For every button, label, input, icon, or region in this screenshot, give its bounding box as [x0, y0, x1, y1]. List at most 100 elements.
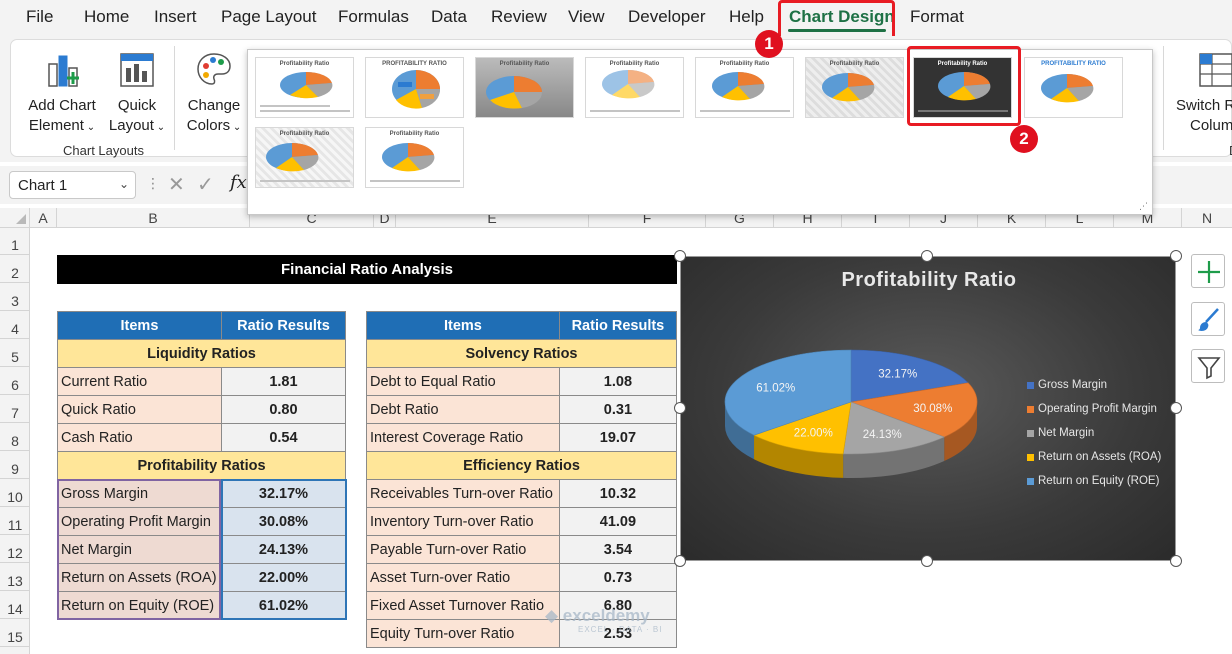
pie-slice-side[interactable] — [754, 435, 844, 478]
chart-style-thumbnail-2[interactable]: PROFITABILITY RATIO — [365, 57, 464, 118]
table-cell-item[interactable]: Asset Turn-over Ratio — [366, 563, 560, 592]
table-cell-item[interactable]: Debt Ratio — [366, 395, 560, 424]
tab-formulas[interactable]: Formulas — [338, 7, 409, 26]
table-cell-value[interactable]: 10.32 — [558, 479, 678, 508]
resize-handle[interactable] — [921, 250, 933, 262]
column-header[interactable]: I — [842, 208, 910, 228]
chart-style-thumbnail-1[interactable]: Profitability Ratio — [255, 57, 354, 118]
table-cell-value[interactable]: 41.09 — [558, 507, 678, 536]
section-profitability-ratios[interactable]: Profitability Ratios — [57, 451, 346, 480]
enter-icon[interactable]: ✓ — [197, 174, 214, 196]
tab-chart-design[interactable]: Chart Design — [789, 7, 895, 26]
pie-slice-side[interactable] — [944, 402, 977, 461]
insert-function-icon[interactable]: fx — [230, 172, 247, 193]
quick-layout-button[interactable]: Quick Layout ⌄ — [105, 48, 169, 138]
chart-style-thumbnail-6[interactable]: Profitability Ratio — [805, 57, 904, 118]
chart-style-thumbnail-9[interactable]: Profitability Ratio — [255, 127, 354, 188]
chart-title[interactable]: Profitability Ratio — [841, 269, 1017, 291]
switch-row-column-button[interactable]: Switch R Colum — [1171, 48, 1232, 138]
resize-handle[interactable] — [674, 402, 686, 414]
chart-elements-button[interactable] — [1191, 254, 1225, 288]
tab-insert[interactable]: Insert — [154, 7, 197, 26]
tab-review[interactable]: Review — [491, 7, 547, 26]
chart-style-thumbnail-3[interactable]: Profitability Ratio — [475, 57, 574, 118]
column-header[interactable]: G — [706, 208, 774, 228]
data-label[interactable]: 32.17% — [878, 369, 917, 381]
resize-handle[interactable] — [674, 555, 686, 567]
table-cell-value[interactable]: 1.81 — [220, 367, 347, 396]
row-header[interactable]: 10 — [0, 479, 30, 507]
pie-slice[interactable] — [724, 349, 852, 436]
legend-entry[interactable]: Net Margin — [1027, 421, 1177, 445]
section-liquidity-ratios[interactable]: Liquidity Ratios — [57, 339, 346, 368]
column-header[interactable]: K — [978, 208, 1046, 228]
chart-legend[interactable]: Gross Margin Operating Profit Margin Net M… — [1027, 373, 1177, 493]
add-chart-element-button[interactable]: Add Chart Element ⌄ — [21, 48, 103, 138]
row-header[interactable]: 5 — [0, 339, 30, 367]
resize-handle[interactable] — [1170, 250, 1182, 262]
row-header[interactable]: 13 — [0, 563, 30, 591]
row-header[interactable]: 14 — [0, 591, 30, 619]
data-label[interactable]: 22.00% — [794, 428, 833, 440]
table-cell-item[interactable]: Operating Profit Margin — [57, 507, 222, 536]
row-header[interactable]: 4 — [0, 311, 30, 339]
table-cell-item[interactable]: Return on Assets (ROA) — [57, 563, 222, 592]
cancel-icon[interactable]: ✕ — [168, 174, 185, 196]
table-cell-item[interactable]: Gross Margin — [57, 479, 222, 508]
table-cell-value[interactable]: 2.53 — [558, 619, 678, 648]
chart-styles-button[interactable] — [1191, 302, 1225, 336]
column-header[interactable]: M — [1114, 208, 1182, 228]
pie-slice[interactable] — [850, 349, 969, 403]
data-label[interactable]: 30.08% — [913, 403, 952, 415]
table-cell-item[interactable]: Interest Coverage Ratio — [366, 423, 560, 452]
resize-handle[interactable] — [1170, 402, 1182, 414]
row-header[interactable]: 7 — [0, 395, 30, 423]
table-cell-value[interactable]: 3.54 — [558, 535, 678, 564]
column-header[interactable]: A — [30, 208, 57, 228]
data-label[interactable]: 61.02% — [756, 382, 795, 394]
resize-handle[interactable] — [1170, 555, 1182, 567]
table-cell-value[interactable]: 0.54 — [220, 423, 347, 452]
select-all-corner[interactable] — [0, 208, 30, 228]
column-header[interactable]: F — [589, 208, 706, 228]
column-header[interactable]: C — [250, 208, 374, 228]
table-cell-value[interactable]: 1.08 — [558, 367, 678, 396]
row-header[interactable]: 3 — [0, 283, 30, 311]
table-cell-item[interactable]: Payable Turn-over Ratio — [366, 535, 560, 564]
tab-page-layout[interactable]: Page Layout — [221, 7, 317, 26]
column-header[interactable]: L — [1046, 208, 1114, 228]
pie-slice[interactable] — [842, 401, 945, 455]
row-header[interactable]: 8 — [0, 423, 30, 451]
legend-entry[interactable]: Return on Assets (ROA) — [1027, 445, 1177, 469]
row-header[interactable]: 12 — [0, 535, 30, 563]
row-header[interactable]: 9 — [0, 451, 30, 479]
table-header-items[interactable]: Items — [57, 311, 222, 340]
row-header[interactable]: 2 — [0, 255, 30, 283]
table-cell-value[interactable]: 32.17% — [220, 479, 347, 508]
pie-chart[interactable]: Profitability Ratio 32.17% 30.08% 24.13% 22… — [680, 256, 1176, 561]
table-cell-value[interactable]: 0.80 — [220, 395, 347, 424]
row-header[interactable]: 1 — [0, 228, 30, 255]
tab-view[interactable]: View — [568, 7, 605, 26]
change-colors-button[interactable]: Change Colors ⌄ — [181, 48, 247, 138]
tab-help[interactable]: Help — [729, 7, 764, 26]
table-cell-item[interactable]: Return on Equity (ROE) — [57, 591, 222, 620]
table-cell-item[interactable]: Current Ratio — [57, 367, 222, 396]
column-header[interactable]: N — [1201, 210, 1213, 226]
name-box[interactable]: Chart 1 ⌄ — [9, 171, 136, 199]
table-header-items[interactable]: Items — [366, 311, 560, 340]
chart-style-thumbnail-5[interactable]: Profitability Ratio — [695, 57, 794, 118]
legend-entry[interactable]: Return on Equity (ROE) — [1027, 469, 1177, 493]
table-cell-item[interactable]: Quick Ratio — [57, 395, 222, 424]
tab-home[interactable]: Home — [84, 7, 130, 26]
resize-handle[interactable] — [921, 555, 933, 567]
table-cell-item[interactable]: Fixed Asset Turnover Ratio — [366, 591, 560, 620]
row-header[interactable]: 6 — [0, 367, 30, 395]
sheet-title[interactable]: Financial Ratio Analysis — [57, 255, 677, 284]
table-cell-item[interactable]: Inventory Turn-over Ratio — [366, 507, 560, 536]
table-cell-value[interactable]: 0.73 — [558, 563, 678, 592]
table-cell-item[interactable]: Equity Turn-over Ratio — [366, 619, 560, 648]
section-solvency-ratios[interactable]: Solvency Ratios — [366, 339, 677, 368]
row-header[interactable]: 15 — [0, 619, 30, 647]
table-cell-value[interactable]: 24.13% — [220, 535, 347, 564]
